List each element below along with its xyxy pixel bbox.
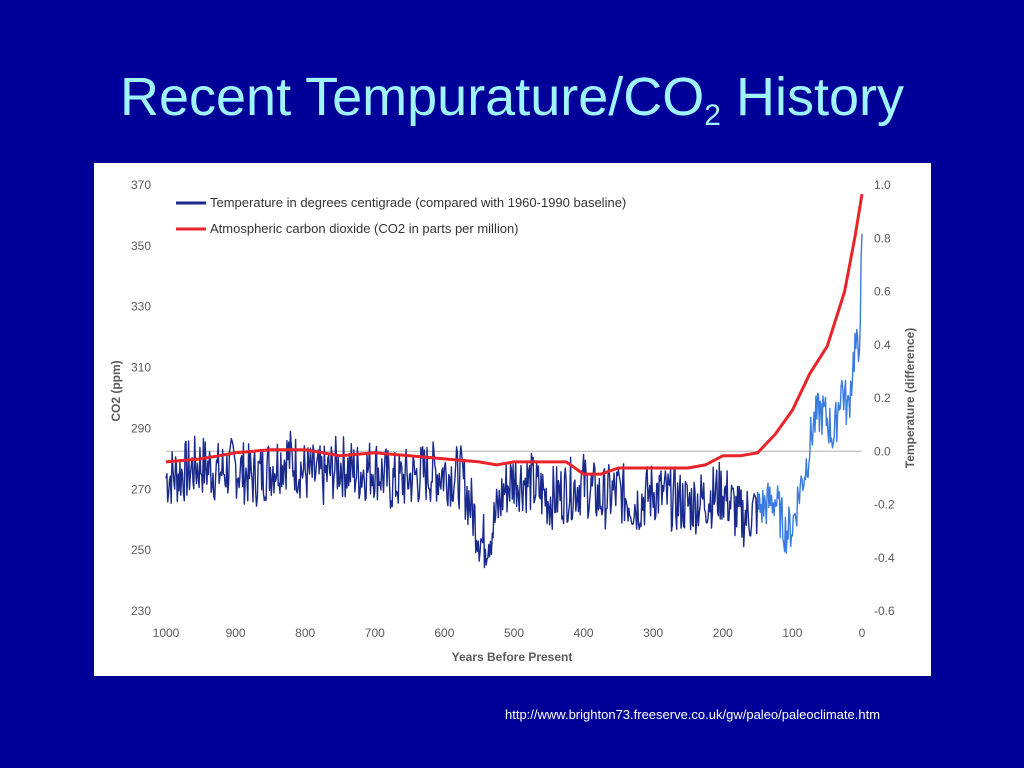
x-tick-label: 100 [782, 626, 802, 640]
y-tick-label: 250 [131, 543, 151, 557]
temperature-line-recent [756, 233, 863, 554]
co2-line [165, 193, 864, 476]
legend-temperature-label: Temperature in degrees centigrade (compa… [210, 195, 626, 210]
x-tick-label: 200 [713, 626, 733, 640]
temperature-line-early [165, 430, 762, 569]
source-url[interactable]: http://www.brighton73.freeserve.co.uk/gw… [505, 707, 881, 722]
y-tick-label: 330 [131, 300, 151, 314]
y2-tick-label: 1.0 [874, 178, 891, 192]
y2-tick-label: -0.2 [874, 498, 895, 512]
y2-tick-label: 0.4 [874, 338, 891, 352]
x-tick-label: 800 [295, 626, 315, 640]
chart-svg: 230 250 270 290 310 330 350 370 -0.6 -0.4 -0.2 0.0… [109, 178, 917, 664]
y-tick-label: 350 [131, 239, 151, 253]
y-tick-label: 270 [131, 482, 151, 496]
y-tick-label: 290 [131, 421, 151, 435]
y2-tick-label: -0.6 [874, 604, 895, 618]
y2-tick-label: 0.8 [874, 231, 891, 245]
x-tick-label: 0 [859, 626, 866, 640]
y2-tick-label: -0.4 [874, 551, 895, 565]
y2-axis-ticks: -0.6 -0.4 -0.2 0.0 0.2 0.4 0.6 0.8 1.0 [874, 178, 895, 618]
x-tick-label: 300 [643, 626, 663, 640]
y-axis-label: CO2 (ppm) [109, 360, 123, 421]
x-tick-label: 700 [365, 626, 385, 640]
legend-co2-label: Atmospheric carbon dioxide (CO2 in parts… [210, 221, 519, 236]
slide-title: Recent Tempurature/CO2 History [0, 62, 1024, 151]
y-tick-label: 230 [131, 604, 151, 618]
chart-panel: 230 250 270 290 310 330 350 370 -0.6 -0.4 -0.2 0.0… [94, 163, 931, 676]
legend: Temperature in degrees centigrade (compa… [176, 195, 626, 236]
co2-series [165, 193, 864, 476]
title-end: History [720, 67, 904, 127]
x-tick-label: 900 [226, 626, 246, 640]
y-tick-label: 310 [131, 361, 151, 375]
temperature-series [165, 233, 863, 569]
x-axis-label: Years Before Present [452, 650, 573, 664]
x-tick-label: 400 [574, 626, 594, 640]
x-tick-label: 500 [504, 626, 524, 640]
x-tick-label: 600 [434, 626, 454, 640]
y2-axis-label: Temperature (difference) [903, 328, 917, 468]
title-subscript: 2 [704, 99, 721, 132]
y2-tick-label: 0.6 [874, 285, 891, 299]
title-main: Recent Tempurature/CO [120, 67, 705, 127]
y2-tick-label: 0.2 [874, 391, 891, 405]
y-tick-label: 370 [131, 178, 151, 192]
y2-tick-label: 0.0 [874, 444, 891, 458]
x-tick-label: 1000 [153, 626, 180, 640]
y-axis-ticks: 230 250 270 290 310 330 350 370 [131, 178, 151, 618]
x-axis-ticks: 1000 900 800 700 600 500 400 300 200 100 0 [153, 626, 866, 640]
